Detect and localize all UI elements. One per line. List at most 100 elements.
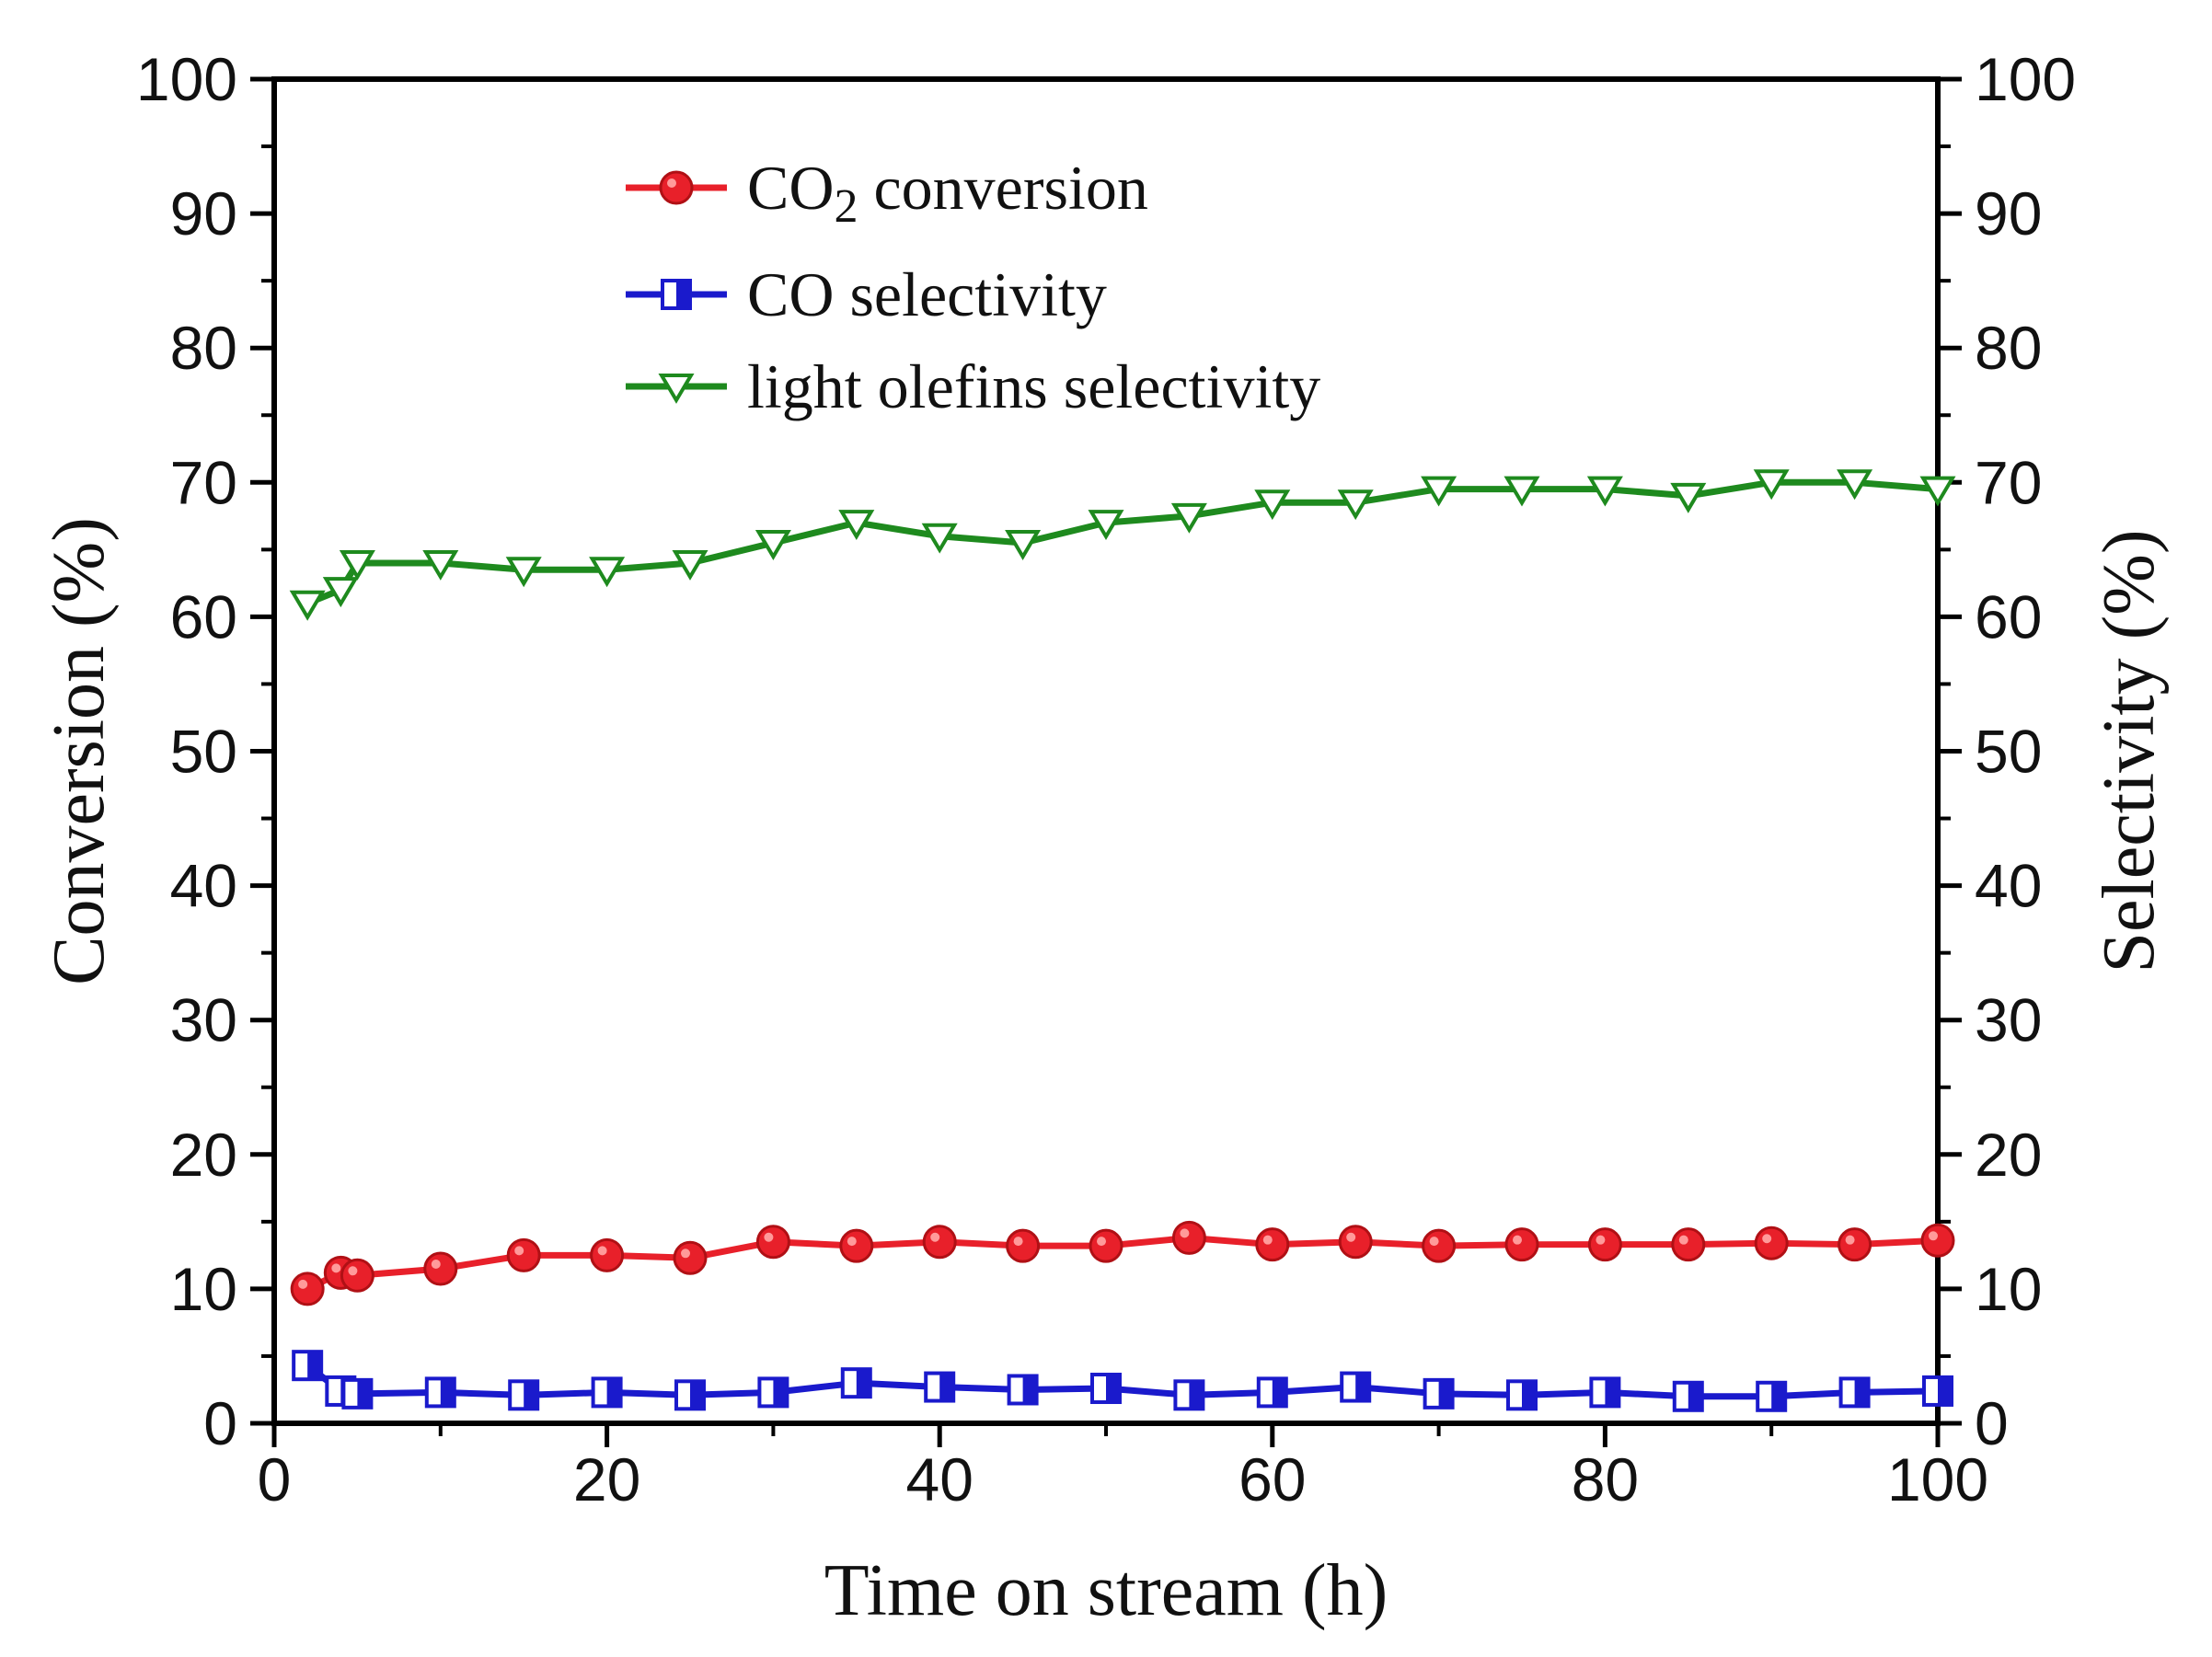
data-point	[505, 557, 542, 588]
data-point	[1756, 1380, 1788, 1412]
x-axis-title: Time on stream (h)	[824, 1550, 1388, 1631]
data-point	[322, 577, 359, 608]
data-point	[1090, 1373, 1122, 1405]
legend-marker	[661, 279, 692, 310]
data-point	[292, 1350, 324, 1382]
x-tick-label: 100	[1887, 1445, 1988, 1513]
legend-marker	[659, 170, 694, 205]
data-point	[922, 1225, 957, 1260]
data-point	[1171, 1220, 1206, 1255]
right-y-tick-label: 60	[1975, 582, 2042, 650]
data-point	[840, 1367, 872, 1399]
data-point	[673, 1240, 708, 1275]
data-point	[1672, 1380, 1704, 1412]
legend-marker	[658, 374, 695, 404]
data-point	[1170, 502, 1207, 534]
data-point	[1922, 1375, 1953, 1407]
data-point	[1587, 1227, 1622, 1262]
right-y-tick-label: 40	[1975, 852, 2042, 920]
data-point	[1173, 1379, 1205, 1411]
series-line	[305, 1234, 1939, 1293]
data-point	[1423, 1377, 1455, 1410]
left-y-tick-label: 60	[170, 582, 237, 650]
series-layer	[289, 469, 1956, 1412]
legend: CO2 conversion CO selectivity light olefin…	[626, 153, 1320, 421]
left-y-tick-label: 30	[170, 986, 237, 1054]
left-y-tick-label: 0	[203, 1389, 237, 1457]
data-point	[1753, 469, 1790, 501]
data-point	[1506, 1379, 1538, 1411]
data-point	[755, 530, 791, 560]
x-tick-label: 60	[1238, 1445, 1306, 1513]
data-point	[591, 1376, 623, 1409]
data-point	[1920, 1223, 1955, 1258]
series-line	[305, 478, 1939, 607]
left-y-tick-label: 20	[170, 1121, 237, 1189]
data-point	[1254, 489, 1291, 521]
data-point	[839, 1228, 874, 1263]
data-point	[1256, 1376, 1288, 1409]
right-y-tick-label: 10	[1975, 1255, 2042, 1323]
series-line	[305, 1363, 1939, 1400]
data-point	[1754, 1225, 1789, 1260]
data-point	[508, 1379, 540, 1411]
legend-label: light olefins selectivity	[747, 351, 1320, 421]
data-point	[1005, 530, 1042, 560]
data-point	[506, 1237, 541, 1272]
data-point	[924, 1371, 956, 1403]
data-point	[755, 1225, 790, 1260]
left-y-tick-label: 90	[170, 179, 237, 247]
data-point	[1838, 1227, 1872, 1262]
data-point	[1088, 510, 1124, 541]
right-y-tick-label: 90	[1975, 179, 2042, 247]
right-y-tick-label: 50	[1975, 718, 2042, 786]
data-point	[1007, 1374, 1039, 1406]
legend-label: CO2 conversion	[747, 153, 1148, 233]
data-point	[1255, 1227, 1290, 1262]
data-point	[1337, 489, 1374, 521]
right-y-axis-title: Selectivity (%)	[2089, 529, 2170, 972]
data-point	[1340, 1371, 1372, 1403]
data-point	[921, 523, 958, 554]
right-y-tick-label: 70	[1975, 448, 2042, 516]
legend-label: CO selectivity	[747, 259, 1107, 329]
left-y-tick-label: 80	[170, 314, 237, 382]
data-point	[1670, 482, 1707, 513]
data-point	[422, 549, 459, 581]
data-point	[589, 557, 626, 588]
data-point	[1422, 1228, 1457, 1263]
data-point	[423, 1251, 458, 1286]
data-point	[838, 510, 875, 541]
left-y-tick-label: 70	[170, 448, 237, 516]
data-point	[1504, 1227, 1539, 1262]
right-y-tick-label: 0	[1975, 1389, 2009, 1457]
data-point	[672, 549, 709, 581]
data-point	[1837, 469, 1873, 501]
data-point	[290, 1272, 325, 1306]
data-point	[1421, 476, 1457, 507]
left-y-tick-label: 10	[170, 1255, 237, 1323]
data-point	[340, 1258, 374, 1293]
data-point	[339, 549, 375, 581]
right-y-tick-label: 80	[1975, 314, 2042, 382]
data-point	[1671, 1227, 1706, 1262]
left-y-axis-title: Conversion (%)	[39, 517, 120, 985]
right-y-tick-label: 100	[1975, 45, 2076, 113]
axes: 0102030405060708090100010203040506070809…	[39, 45, 2170, 1631]
data-point	[590, 1237, 625, 1272]
left-y-tick-label: 40	[170, 852, 237, 920]
left-y-tick-label: 50	[170, 718, 237, 786]
x-tick-label: 20	[573, 1445, 640, 1513]
data-point	[424, 1376, 456, 1409]
data-point	[1503, 476, 1540, 507]
data-point	[1589, 1376, 1621, 1409]
data-point	[757, 1376, 789, 1409]
data-point	[1838, 1376, 1871, 1409]
data-point	[341, 1377, 374, 1410]
data-point	[1006, 1228, 1041, 1263]
right-y-tick-label: 30	[1975, 986, 2042, 1054]
data-point	[674, 1379, 706, 1411]
data-point	[289, 590, 326, 621]
data-point	[1586, 476, 1623, 507]
